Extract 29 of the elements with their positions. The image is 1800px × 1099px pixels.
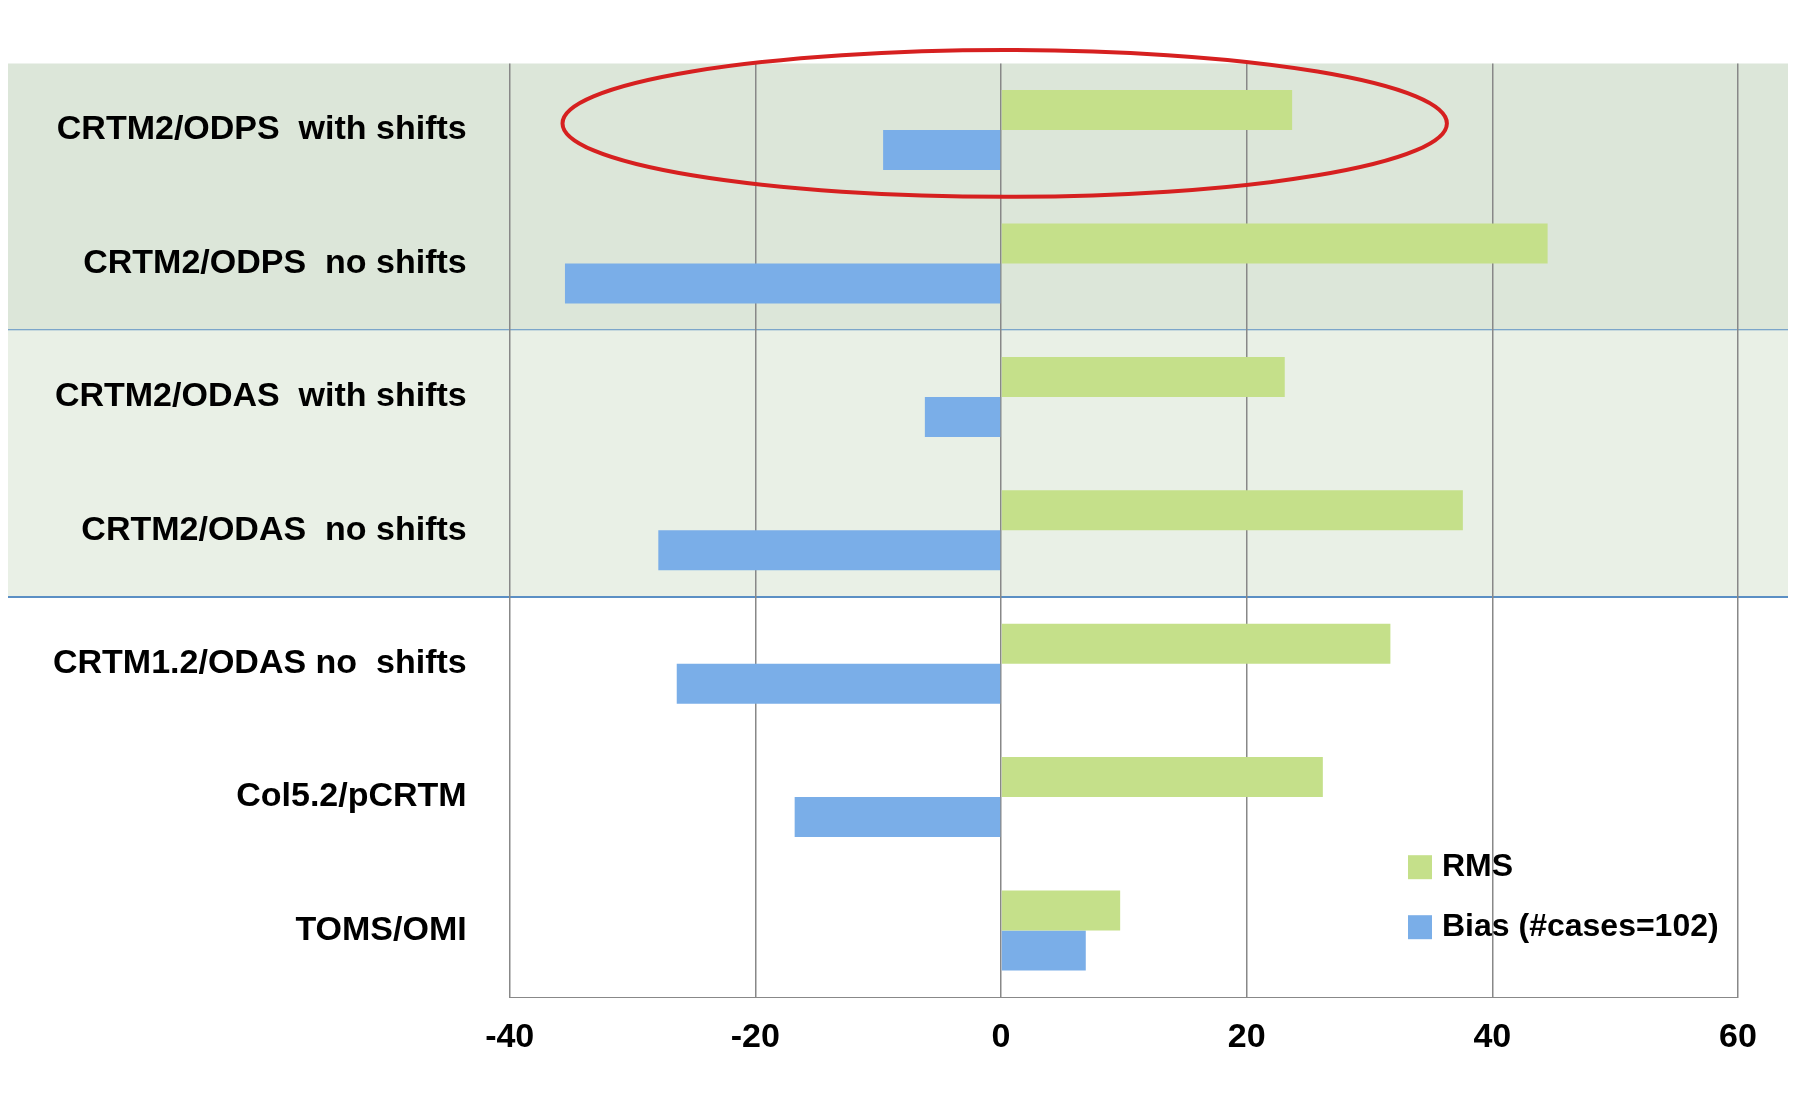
bar	[924, 396, 1001, 437]
y-tick-label: CRTM2/ODAS no shifts	[81, 508, 467, 547]
y-tick-label: CRTM2/ODPS with shifts	[56, 108, 467, 147]
bar	[1001, 490, 1463, 531]
y-tick-label: CRTM2/ODAS with shifts	[54, 375, 467, 414]
legend-label: Bias (#cases=102)	[1442, 907, 1719, 944]
bar	[1001, 90, 1293, 131]
y-tick-label: CRTM2/ODPS no shifts	[83, 241, 467, 280]
y-tick-label: TOMS/OMI	[295, 908, 467, 947]
bar	[794, 797, 1001, 838]
bar	[658, 530, 1001, 571]
bar	[1001, 623, 1391, 664]
x-tick-label: 0	[991, 1015, 1011, 1054]
bar	[1001, 223, 1548, 264]
bar	[883, 130, 1001, 171]
legend-label: RMS	[1442, 847, 1514, 884]
bar	[676, 663, 1001, 704]
bar	[1001, 757, 1323, 798]
x-tick-label: -40	[485, 1015, 535, 1054]
y-tick-label: CRTM1.2/ODAS no shifts	[52, 642, 467, 681]
x-tick-label: 40	[1473, 1015, 1512, 1054]
bar	[1001, 890, 1121, 931]
x-tick-label: -20	[730, 1015, 780, 1054]
bar	[1001, 356, 1285, 397]
x-tick-label: 60	[1719, 1015, 1757, 1054]
bar	[1001, 930, 1086, 971]
bar	[564, 263, 1001, 304]
x-tick-label: 20	[1227, 1015, 1266, 1054]
y-tick-label: Col5.2/pCRTM	[236, 775, 467, 814]
